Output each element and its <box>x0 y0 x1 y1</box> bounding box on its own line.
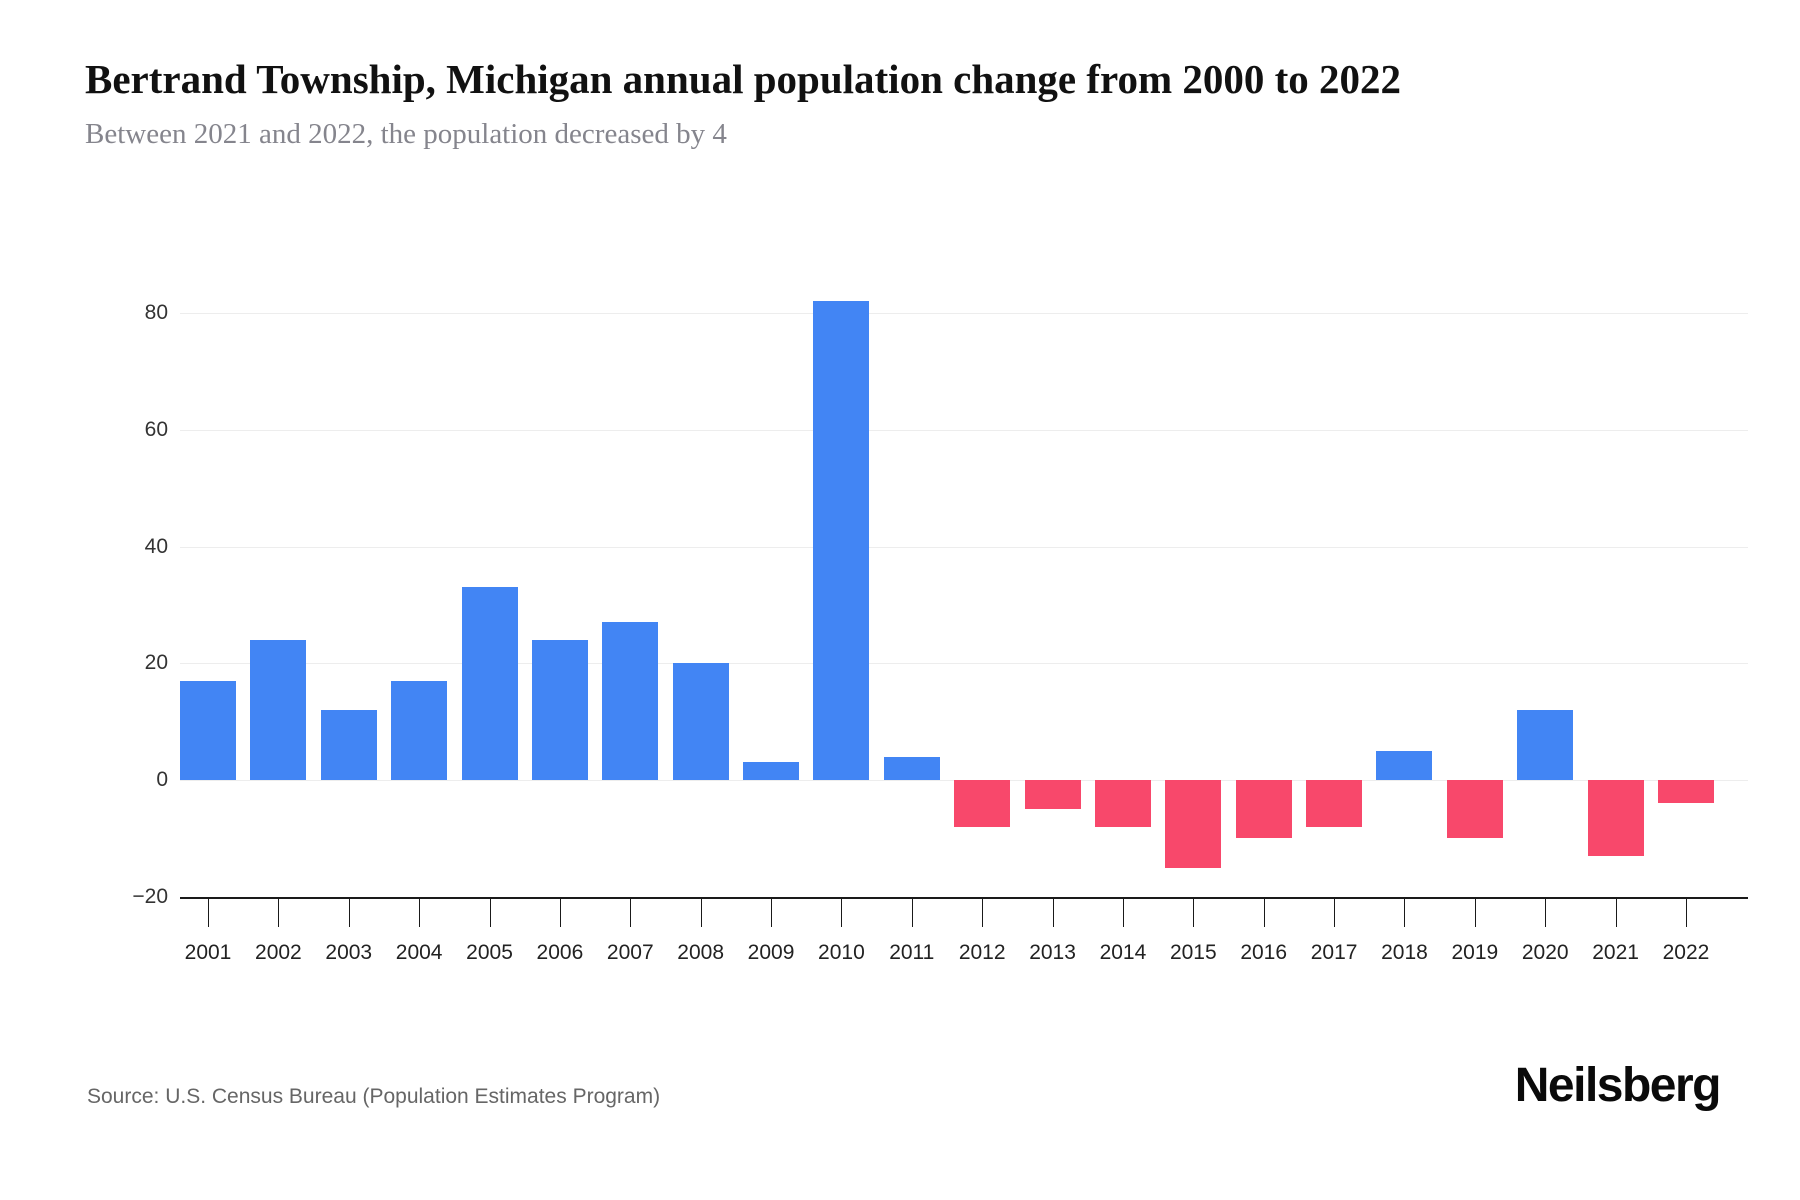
x-axis-tick-label: 2002 <box>255 940 302 964</box>
x-axis-tick <box>348 896 350 927</box>
y-axis-tick-label: 20 <box>144 651 168 675</box>
bar-2004 <box>391 680 448 780</box>
bar-2010 <box>813 301 870 780</box>
x-axis-tick-label: 2005 <box>466 940 513 964</box>
x-axis-tick <box>1122 896 1124 927</box>
x-axis-tick-label: 2014 <box>1099 940 1147 964</box>
page-subtitle: Between 2021 and 2022, the population de… <box>85 118 727 150</box>
x-axis-tick-label: 2004 <box>395 940 443 964</box>
x-axis-tick-label: 2009 <box>747 940 795 964</box>
x-axis-tick-label: 2021 <box>1592 940 1639 964</box>
y-axis-tick-label: 40 <box>144 534 168 558</box>
source-note: Source: U.S. Census Bureau (Population E… <box>87 1085 661 1108</box>
x-axis-tick <box>1474 896 1476 927</box>
x-axis-tick-label: 2016 <box>1240 940 1288 964</box>
x-axis-tick <box>559 896 561 927</box>
x-axis-tick <box>911 896 913 927</box>
bar-2006 <box>531 639 588 780</box>
bar-2013 <box>1024 780 1081 810</box>
bar-2021 <box>1587 780 1644 856</box>
bar-2001 <box>180 680 236 780</box>
bar-2009 <box>743 762 800 780</box>
x-axis-tick <box>1052 896 1054 927</box>
brand-logo: Neilsberg <box>1514 1059 1722 1112</box>
x-axis-tick <box>1263 896 1265 927</box>
x-axis-tick-label: 2012 <box>958 940 1006 964</box>
x-axis-tick <box>208 896 209 927</box>
y-axis-tick-label: −20 <box>132 884 168 908</box>
y-axis-tick-label: 0 <box>156 768 168 791</box>
x-axis-tick-label: 2006 <box>536 940 584 964</box>
bar-2002 <box>250 639 307 780</box>
bar-2012 <box>954 780 1011 827</box>
bar-2003 <box>320 709 377 780</box>
x-axis-tick <box>1545 896 1547 927</box>
x-axis-tick-label: 2018 <box>1381 940 1428 964</box>
bar-2007 <box>602 622 659 780</box>
x-axis-tick-label: 2022 <box>1662 940 1710 964</box>
gridline-y60 <box>180 429 1748 431</box>
x-axis-tick <box>700 896 702 927</box>
x-axis-tick <box>1404 896 1406 927</box>
bar-2008 <box>672 663 729 780</box>
x-axis-tick-label: 2011 <box>889 940 935 964</box>
x-axis-tick-label: 2010 <box>818 940 865 964</box>
x-axis-tick-label: 2013 <box>1029 940 1076 964</box>
bar-2020 <box>1517 709 1574 780</box>
bar-2005 <box>461 587 518 780</box>
x-axis-tick <box>489 896 491 927</box>
gridline-y80 <box>180 313 1748 314</box>
bar-2011 <box>883 756 940 780</box>
x-axis-tick <box>1334 896 1336 927</box>
x-axis-tick <box>419 896 421 927</box>
x-axis-tick <box>841 896 843 927</box>
x-axis-tick-label: 2008 <box>677 940 725 964</box>
x-axis-tick <box>630 896 632 927</box>
x-axis-tick <box>1685 896 1687 927</box>
bar-2014 <box>1094 780 1151 827</box>
x-axis-tick-label: 2003 <box>325 940 373 964</box>
x-axis-tick <box>1615 896 1617 927</box>
bar-2022 <box>1657 780 1714 804</box>
gridline-y20 <box>180 663 1748 665</box>
bar-2019 <box>1446 780 1503 839</box>
x-axis-tick-label: 2007 <box>606 940 654 964</box>
x-axis-tick-label: 2015 <box>1169 940 1217 964</box>
x-axis-tick-label: 2017 <box>1310 940 1358 964</box>
x-axis-tick <box>771 896 773 927</box>
y-axis-tick-label: 60 <box>144 417 168 441</box>
bar-2017 <box>1306 780 1363 827</box>
x-axis-tick <box>982 896 984 927</box>
bar-2018 <box>1376 750 1433 780</box>
x-axis-tick-label: 2019 <box>1451 940 1499 964</box>
bar-chart: 80 60 40 20 0 −20 2001 2002 2003 2004 2005 2006 2007… <box>132 301 1748 964</box>
y-axis-tick-label: 80 <box>144 301 168 324</box>
bar-2016 <box>1235 780 1292 839</box>
x-axis-line <box>180 896 1748 899</box>
x-axis-tick <box>1193 896 1195 927</box>
gridline-y40 <box>180 546 1748 548</box>
bar-2015 <box>1165 780 1222 868</box>
x-axis-tick <box>278 896 280 927</box>
x-axis-tick-label: 2020 <box>1521 940 1569 964</box>
page-title: Bertrand Township, Michigan annual popul… <box>85 56 1402 102</box>
x-axis-tick-label: 2001 <box>184 940 232 964</box>
